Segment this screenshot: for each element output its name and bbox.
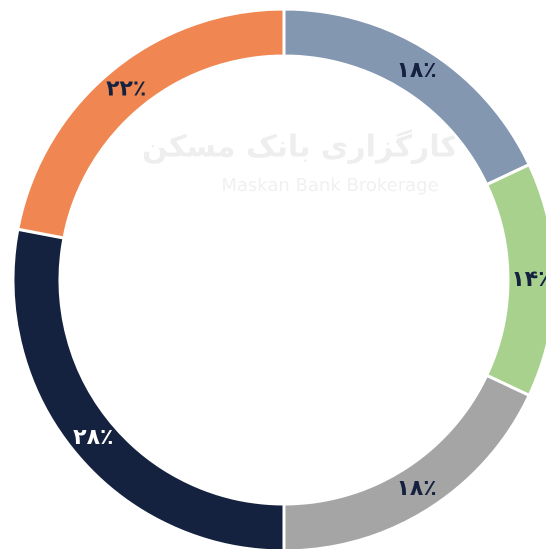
donut-segment [16, 7, 286, 240]
segment-label: ۱۸٪ [396, 58, 436, 83]
segment-label: ۲۲٪ [106, 76, 146, 101]
watermark-fa: کارگزاری بانک مسکن [142, 129, 459, 165]
donut-segment [11, 227, 286, 549]
watermark-en: Maskan Bank Brokerage [221, 175, 438, 196]
segment-label: ۱۸٪ [396, 476, 436, 501]
donut-segment [282, 373, 532, 549]
segment-label: ۲۸٪ [73, 425, 113, 450]
segment-label: ۱۴٪ [511, 267, 546, 292]
